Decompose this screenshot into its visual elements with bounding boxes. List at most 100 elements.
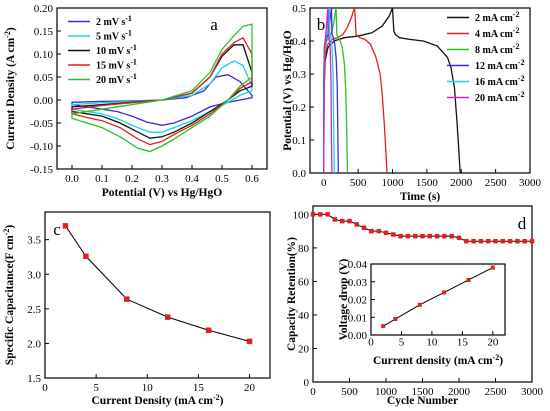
- x-tick-label: 10: [426, 337, 438, 349]
- x-tick-label: 500: [341, 386, 358, 398]
- x-tick-label: 15: [457, 337, 469, 349]
- series-line: [65, 225, 250, 342]
- x-tick-label: 20: [487, 337, 499, 349]
- x-axis-label: Cycle Number: [387, 395, 458, 407]
- y-tick-label: 0.03: [348, 277, 368, 289]
- series-line-10: [71, 44, 253, 139]
- x-tick-label: 0.4: [185, 173, 199, 185]
- legend-entry: 15 mV s-1: [96, 58, 137, 72]
- y-tick-label: -0.05: [30, 118, 53, 130]
- data-point: [332, 217, 338, 222]
- data-point: [485, 238, 491, 244]
- data-point: [522, 238, 527, 244]
- x-axis-label: Time (s): [400, 191, 441, 203]
- y-tick-label: 0.20: [34, 3, 54, 15]
- y-tick-label: 1.5: [27, 373, 41, 385]
- data-point: [369, 228, 374, 234]
- y-tick-label: 3.0: [27, 269, 41, 281]
- inset-voltage-drop: 0 5 10 15 20 0.00 0.01 0.02 0.03 0.04 Current dens…: [333, 258, 515, 371]
- series-line-20: [323, 7, 333, 174]
- series-line-20: [71, 23, 253, 153]
- legend-entry: 4 mA cm-2: [475, 26, 519, 40]
- x-tick-label: 500: [350, 177, 367, 189]
- x-tick-label: 1500: [412, 386, 435, 398]
- x-tick-label: 0.2: [125, 173, 139, 185]
- x-tick-label: 10: [142, 382, 154, 394]
- data-point: [420, 233, 425, 239]
- y-tick-label: 0.00: [348, 330, 368, 342]
- x-tick-label: 0: [321, 177, 327, 189]
- data-point: [381, 324, 386, 329]
- x-tick-label: 3000: [521, 386, 544, 398]
- legend-entry: 20 mA cm-2: [475, 90, 524, 104]
- data-point: [62, 223, 69, 229]
- legend-entry: 12 mA cm-2: [475, 58, 524, 72]
- data-point: [507, 238, 513, 244]
- x-tick-label: 15: [193, 382, 205, 394]
- data-point: [376, 228, 381, 234]
- data-point: [325, 212, 330, 217]
- data-point: [434, 233, 440, 239]
- y-tick-label: 0.0: [292, 168, 306, 180]
- data-point: [347, 218, 352, 224]
- inset-y-axis-label: Voltage drop (V): [338, 258, 350, 340]
- y-axis-label: Current Density (A cm-2): [3, 27, 17, 150]
- data-point: [471, 238, 476, 244]
- data-point: [442, 233, 447, 239]
- data-point: [124, 296, 130, 302]
- y-tick-label: -0.10: [30, 141, 53, 153]
- data-point: [417, 302, 422, 307]
- panel-label-a: a: [210, 15, 218, 34]
- y-tick-label: 2.5: [27, 304, 41, 316]
- legend-entry: 16 mA cm-2: [475, 74, 524, 88]
- inset-x-axis-label: Current density (mA cm-2): [373, 353, 503, 367]
- data-point: [464, 238, 469, 244]
- data-point: [391, 232, 396, 237]
- data-point: [515, 238, 520, 244]
- data-point: [442, 290, 447, 295]
- x-tick-label: 3000: [519, 177, 542, 189]
- x-tick-label: 2000: [450, 177, 473, 189]
- y-tick-label: 0.01: [348, 312, 367, 324]
- data-point: [398, 233, 403, 239]
- y-axis-label: Specific Capacitance(F cm-2): [2, 225, 16, 366]
- x-tick-label: 5: [399, 337, 405, 349]
- data-point: [478, 238, 484, 244]
- y-tick-label: 0.1: [292, 135, 306, 147]
- panel-label-b: b: [317, 15, 326, 34]
- panel-a-cv-curves: 0.0 0.1 0.2 0.3 0.4 0.5 0.6 -0.15 -0.10 -0.05 0.00…: [3, 3, 268, 199]
- y-tick-label: 0.00: [34, 95, 54, 107]
- panel-c-specific-capacitance: 0 5 10 15 20 1.5 2.0 2.5 3.0 3.5 c Current Density …: [2, 211, 271, 407]
- x-tick-label: 0: [368, 337, 374, 349]
- y-tick-label: 0: [304, 377, 310, 389]
- y-tick-label: 0.4: [292, 36, 306, 48]
- x-tick-label: 0: [42, 382, 48, 394]
- data-point: [383, 230, 389, 236]
- x-tick-label: 2500: [485, 386, 508, 398]
- y-tick-label: 3.5: [27, 235, 41, 247]
- y-axis-label: Potential (V) vs Hg/HgO: [282, 30, 294, 150]
- x-tick-label: 20: [244, 382, 256, 394]
- y-tick-label: 0.2: [292, 102, 306, 114]
- data-point: [456, 235, 462, 241]
- y-tick-label: -0.15: [30, 164, 53, 176]
- x-tick-label: 0.5: [215, 173, 229, 185]
- legend-entry: 20 mV s-1: [96, 72, 137, 86]
- data-point: [449, 233, 454, 239]
- data-point: [246, 338, 253, 345]
- inset-background: [333, 258, 515, 371]
- panel-b-charge-discharge: 0 500 1000 1500 2000 2500 3000 0.0 0.1 0.2 0.3 0.4 0…: [282, 3, 542, 203]
- y-tick-label: 0.5: [292, 3, 306, 15]
- x-axis-label: Potential (V) vs Hg/HgO: [102, 187, 222, 199]
- x-tick-label: 1500: [416, 177, 439, 189]
- data-point: [490, 265, 495, 270]
- data-point: [318, 212, 323, 217]
- x-tick-label: 1000: [375, 386, 398, 398]
- x-tick-label: 0.3: [155, 173, 169, 185]
- data-point: [500, 238, 506, 244]
- data-point: [339, 218, 345, 224]
- y-tick-label: 2.0: [27, 338, 41, 350]
- y-axis-label: Capacity Retention(%): [286, 237, 298, 351]
- series-line-5: [71, 60, 253, 133]
